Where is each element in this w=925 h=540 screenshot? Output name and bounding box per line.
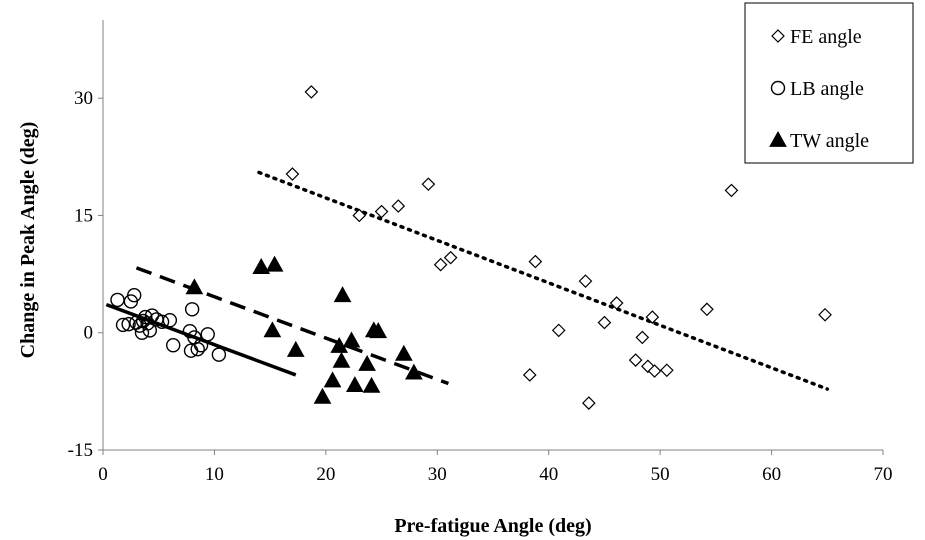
x-tick-label: 70 [874,464,893,485]
x-tick-label: 30 [428,464,447,485]
diamond-point [443,250,458,265]
diamond-point [818,307,832,322]
legend-triangle-marker [769,130,787,147]
circle-point [140,316,155,331]
series-triangle [185,255,423,404]
diamond-point [304,85,319,99]
legend-circle-marker [770,80,786,96]
diamond-point [609,296,624,310]
circle-point [184,302,200,317]
triangle-point [330,336,349,353]
circle-point [190,341,205,357]
legend-items: FE angle LB angle TW angle [769,26,869,152]
diamond-point [433,257,448,272]
circle-point [134,325,150,340]
circle-point [138,309,153,325]
diamond-point [581,396,596,410]
y-ticks: -15 0 15 30 [68,88,103,461]
triangle-point [362,376,381,393]
x-tick-label: 40 [539,464,558,485]
triangle-point [313,387,332,404]
diamond-point [597,315,612,330]
diamond-point [635,330,650,345]
triangle-point [333,286,352,303]
triangle-point [286,340,305,357]
diamond-point [551,323,566,338]
triangle-point [369,322,388,339]
diamond-point [285,167,300,181]
triangle-point [323,371,342,388]
y-axis-label: Change in Peak Angle (deg) [17,122,39,359]
x-ticks: 0 10 20 30 40 50 60 70 [98,450,893,485]
diamond-point [628,353,643,367]
diamond-point [724,183,739,198]
triangle-point [185,278,204,295]
circle-point [211,347,227,362]
data-points [110,85,832,410]
legend-label: FE angle [790,26,862,48]
diamond-point [522,368,537,382]
diamond-point [700,302,714,317]
circle-point [115,317,131,333]
y-tick-label: 15 [74,205,93,226]
circle-point [200,327,215,342]
diamond-point [391,199,406,213]
triangle-point [252,258,271,274]
triangle-point [345,376,364,393]
legend: FE angle LB angle TW angle [744,2,914,164]
triangle-point [358,354,376,371]
circle-point [121,316,136,332]
y-tick-label: 30 [74,88,93,109]
x-tick-label: 20 [316,464,335,485]
trendlines [105,170,830,391]
x-axis-label: Pre-fatigue Angle (deg) [394,515,591,537]
triangle-point [395,344,413,361]
triangle-point [263,321,282,338]
trendline-dotted [257,170,830,391]
series-diamond [285,85,832,410]
circle-point [110,292,125,308]
diamond-point [645,310,660,324]
circle-point [142,323,158,338]
y-tick-label: -15 [68,440,93,461]
legend-label: TW angle [790,130,869,152]
circle-point [154,314,170,329]
diamond-point [659,363,674,378]
series-circle [110,288,227,362]
x-tick-label: 50 [651,464,670,485]
circle-point [162,313,178,328]
diamond-point [352,208,367,223]
diamond-point [374,204,389,219]
x-tick-label: 0 [98,464,108,485]
circle-point [126,288,142,303]
diamond-point [528,254,543,269]
triangle-point [265,255,284,272]
circle-point [193,338,209,353]
legend-diamond-marker [771,29,785,43]
triangle-point [405,363,423,380]
diamond-point [421,177,436,192]
diamond-point [578,274,593,288]
x-tick-label: 10 [205,464,224,485]
triangle-point [332,351,351,368]
y-tick-label: 0 [84,323,94,344]
x-tick-label: 60 [762,464,781,485]
legend-label: LB angle [790,78,864,100]
circle-point [165,338,181,353]
diamond-point [647,364,662,378]
triangle-point [342,331,361,348]
trendline-dashed [135,266,450,386]
